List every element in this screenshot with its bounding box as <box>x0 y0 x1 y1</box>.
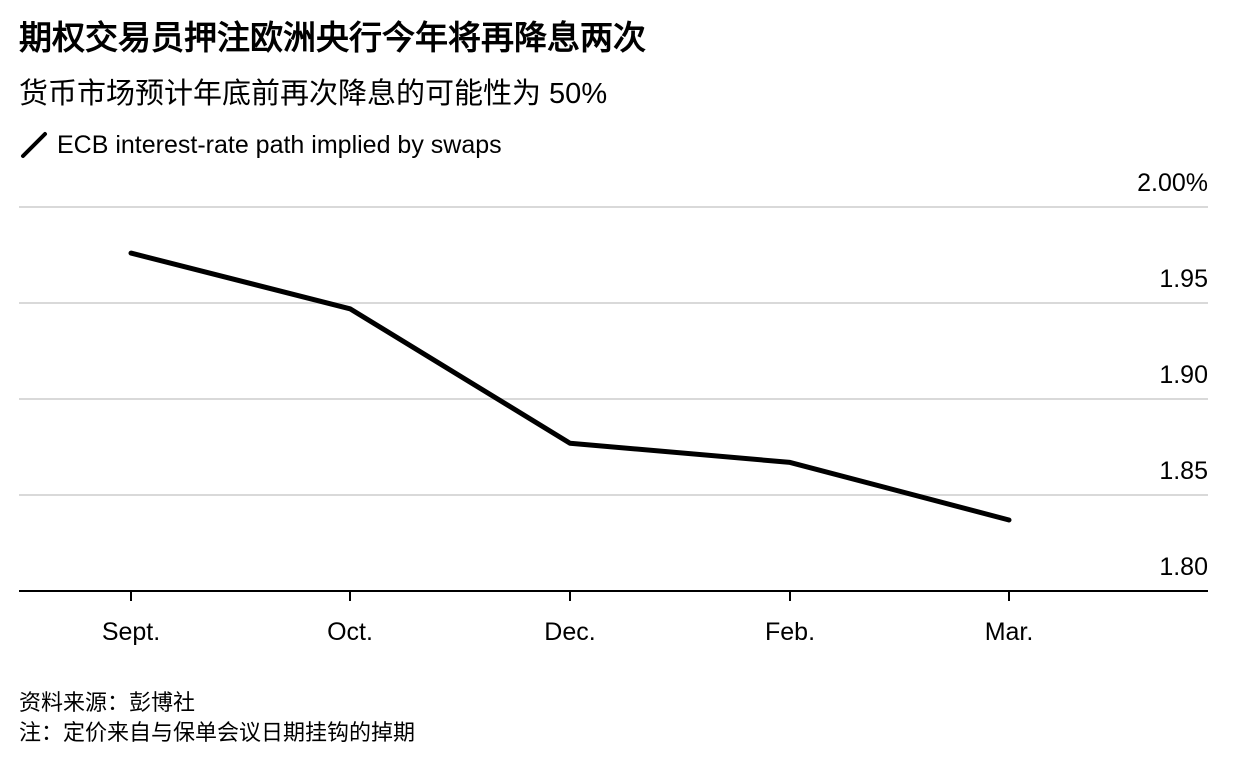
x-tick-label: Mar. <box>985 618 1034 646</box>
series-layer <box>128 250 1012 523</box>
series-line <box>128 250 1012 523</box>
footnote: 注：定价来自与保单会议日期挂钩的掉期 <box>19 720 416 745</box>
x-tick-label: Oct. <box>327 618 373 646</box>
legend-line-swatch-icon <box>21 132 47 158</box>
line-chart: 2.00% 1.95 1.90 1.85 1.80 Sept. Oct. Dec. Feb. Ma… <box>19 169 1208 646</box>
legend: ECB interest-rate path implied by swaps <box>19 127 502 163</box>
source-note: 资料来源：彭博社 <box>19 690 196 715</box>
y-tick-label: 1.80 <box>1159 553 1208 581</box>
x-tick-label: Feb. <box>765 618 815 646</box>
chart-title: 期权交易员押注欧洲央行今年将再降息两次 <box>19 19 646 56</box>
legend-label: ECB interest-rate path implied by swaps <box>57 131 502 159</box>
axis-layer <box>19 590 1208 601</box>
x-tick-label: Dec. <box>544 618 595 646</box>
y-tick-label: 1.85 <box>1159 457 1208 485</box>
y-tick-label: 1.90 <box>1159 361 1208 389</box>
label-layer: 2.00% 1.95 1.90 1.85 1.80 Sept. Oct. Dec. Feb. Ma… <box>102 169 1208 646</box>
y-tick-label: 2.00% <box>1137 169 1208 197</box>
chart-subtitle: 货币市场预计年底前再次降息的可能性为 50% <box>19 78 608 110</box>
y-tick-label: 1.95 <box>1159 265 1208 293</box>
x-tick-label: Sept. <box>102 618 160 646</box>
grid-layer <box>19 206 1208 496</box>
